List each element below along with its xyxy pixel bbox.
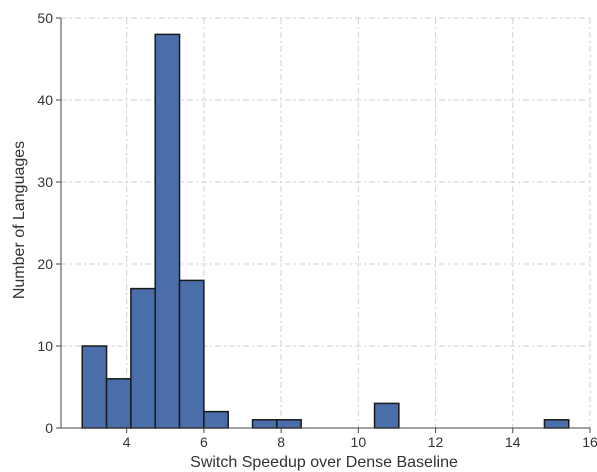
y-tick-label: 40 (37, 92, 53, 108)
histogram-bar (178, 279, 205, 429)
x-tick-label: 12 (428, 434, 444, 450)
histogram-bar (373, 402, 400, 429)
histogram-bar (130, 287, 156, 429)
x-tick-label: 8 (277, 434, 285, 450)
y-tick-label: 0 (45, 420, 53, 436)
y-tick-label: 30 (37, 174, 53, 190)
x-tick-label: 10 (351, 434, 367, 450)
y-axis-title: Number of Languages (11, 141, 28, 299)
histogram-bar (543, 419, 570, 429)
y-tick-label: 10 (37, 338, 53, 354)
x-axis-title: Switch Speedup over Dense Baseline (190, 454, 458, 471)
y-tick-label: 50 (37, 10, 53, 26)
ticks: 4 6 8 10 12 14 16 0 10 20 30 40 50 (37, 10, 597, 450)
histogram-bar (203, 410, 229, 429)
y-tick-label: 20 (37, 256, 53, 272)
x-tick-label: 14 (505, 434, 521, 450)
histogram-bar (276, 419, 302, 429)
histogram-bar (251, 419, 278, 429)
histogram-bar (81, 345, 108, 429)
x-tick-label: 16 (582, 434, 597, 450)
axes (60, 18, 590, 429)
histogram-bar (154, 33, 181, 429)
x-tick-label: 6 (200, 434, 208, 450)
x-tick-label: 4 (123, 434, 131, 450)
bars (81, 33, 570, 429)
histogram-bar (105, 378, 132, 429)
